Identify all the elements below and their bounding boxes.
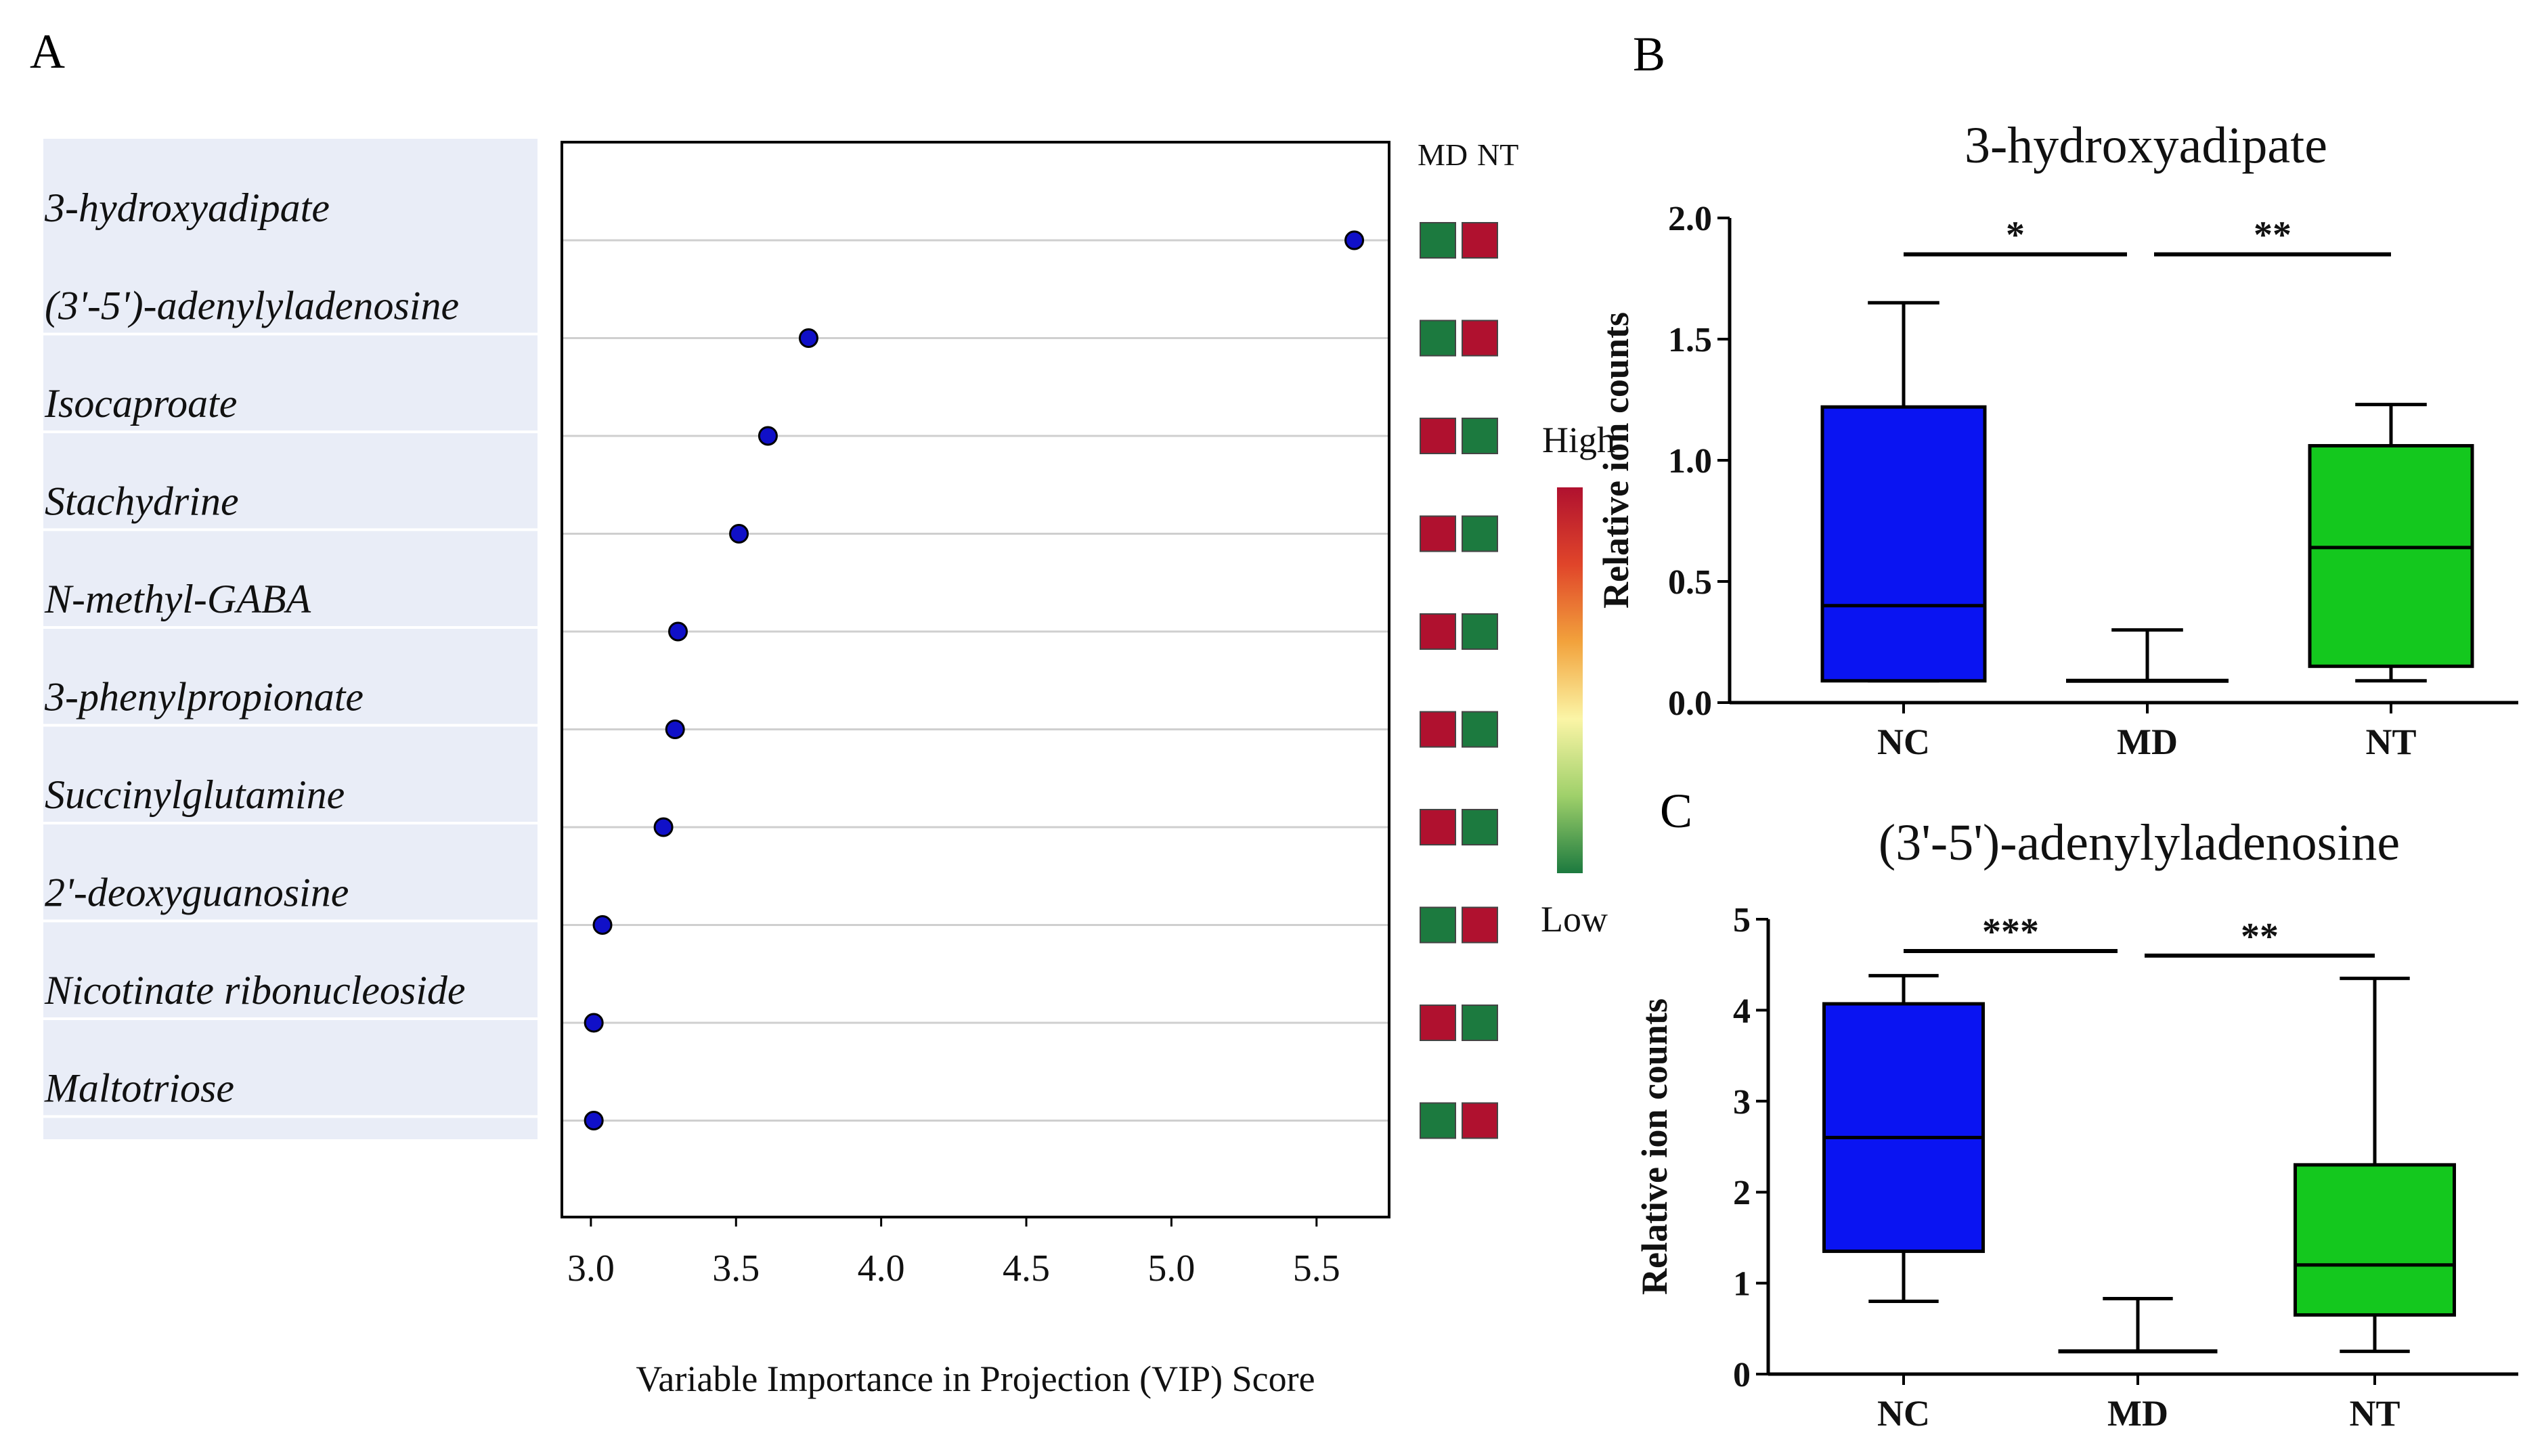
heatmap-cell-md bbox=[1420, 1102, 1456, 1139]
metabolite-label: Succinylglutamine bbox=[45, 772, 345, 817]
y-tick-label: 3 bbox=[1733, 1083, 1751, 1122]
heatmap-cell-md bbox=[1420, 711, 1456, 748]
metabolite-label: 2'-deoxyguanosine bbox=[45, 870, 349, 915]
panel-label-c: C bbox=[1660, 784, 1692, 838]
x-tick-label: 5.5 bbox=[1293, 1248, 1340, 1289]
x-tick-label: 5.0 bbox=[1147, 1248, 1195, 1289]
y-tick-label: 2 bbox=[1733, 1174, 1751, 1212]
metabolite-label: N-methyl-GABA bbox=[44, 577, 311, 621]
significance-label: ** bbox=[2254, 215, 2291, 257]
heatmap-cell-md bbox=[1420, 613, 1456, 650]
y-tick-label: 0.0 bbox=[1668, 684, 1712, 723]
x-tick-label: 3.0 bbox=[567, 1248, 615, 1289]
x-tick-label: NT bbox=[2349, 1393, 2400, 1434]
heatmap-cell-md bbox=[1420, 515, 1456, 552]
vip-point bbox=[758, 426, 778, 446]
heatmap-cell-nt bbox=[1462, 906, 1498, 944]
vip-point bbox=[584, 1013, 604, 1033]
vip-point bbox=[729, 524, 749, 544]
significance-label: * bbox=[2006, 215, 2025, 257]
heatmap-cell-nt bbox=[1462, 222, 1498, 259]
heatmap-cell-md bbox=[1420, 809, 1456, 845]
vip-point bbox=[653, 817, 674, 837]
heatmap-cell-nt bbox=[1462, 319, 1498, 357]
x-tick-label: MD bbox=[2107, 1393, 2168, 1434]
metabolite-label: Nicotinate ribonucleoside bbox=[44, 968, 466, 1013]
metabolite-label: Isocaproate bbox=[44, 381, 237, 426]
box-plot-3-hydroxyadipate: 3-hydroxyadipate 0.0 0.5 1.0 1.5 2.0 Relative … bbox=[1596, 117, 2518, 762]
x-tick-label: NC bbox=[1877, 722, 1930, 762]
heatmap-cell-nt bbox=[1462, 1005, 1498, 1041]
panel-label-b: B bbox=[1633, 27, 1665, 81]
y-tick-label: 4 bbox=[1733, 992, 1751, 1030]
vip-point bbox=[668, 621, 688, 642]
heatmap-color-bar bbox=[1557, 487, 1583, 873]
heatmap-cell-nt bbox=[1462, 711, 1498, 748]
heatmap-cell-nt bbox=[1462, 809, 1498, 845]
y-tick-label: 1 bbox=[1733, 1265, 1751, 1304]
heatmap-cell-md bbox=[1420, 319, 1456, 357]
vip-point bbox=[1344, 230, 1365, 250]
vip-point bbox=[584, 1111, 604, 1130]
heatmap-cell-nt bbox=[1462, 515, 1498, 552]
y-axis-title: Relative ion counts bbox=[1596, 312, 1636, 609]
x-tick-label: 3.5 bbox=[712, 1248, 760, 1289]
metabolite-label: 3-hydroxyadipate bbox=[44, 185, 330, 230]
heatmap-cell-md bbox=[1420, 418, 1456, 454]
box-plot-title: 3-hydroxyadipate bbox=[1965, 117, 2327, 174]
y-tick-label: 1.0 bbox=[1668, 442, 1712, 481]
box-nt bbox=[2294, 1163, 2456, 1317]
label-column-background bbox=[43, 139, 538, 1139]
y-tick-label: 0.5 bbox=[1668, 563, 1712, 602]
heatmap-cell-nt bbox=[1462, 1102, 1498, 1139]
heatmap-cell-md bbox=[1420, 1005, 1456, 1041]
vip-point bbox=[592, 915, 613, 935]
heatmap-column-nt: NT bbox=[1477, 137, 1518, 172]
x-tick-label: NT bbox=[2365, 722, 2416, 762]
significance-label: ** bbox=[2241, 916, 2279, 958]
heatmap-cell-nt bbox=[1462, 418, 1498, 454]
x-tick-label: 4.5 bbox=[1003, 1248, 1050, 1289]
legend-low-label: Low bbox=[1541, 899, 1608, 940]
metabolite-label: Maltotriose bbox=[44, 1066, 234, 1111]
vip-point bbox=[798, 328, 818, 348]
box-nt bbox=[2308, 444, 2474, 668]
heatmap-legend: MD NT High Low bbox=[1418, 137, 1615, 940]
heatmap-cell-md bbox=[1420, 906, 1456, 944]
box-plot-adenylyladenosine: (3'-5')-adenylyladenosine 0 1 2 3 4 5 Relative … bbox=[1634, 814, 2518, 1434]
vip-score-chart: 3-hydroxyadipate (3'-5')-adenylyladenosin… bbox=[43, 139, 1498, 1399]
y-tick-label: 2.0 bbox=[1668, 200, 1712, 238]
vip-point bbox=[665, 720, 685, 739]
x-tick-label: NC bbox=[1877, 1393, 1930, 1434]
panel-label-a: A bbox=[30, 24, 65, 79]
x-tick-label: MD bbox=[2117, 722, 2178, 762]
y-tick-label: 0 bbox=[1733, 1356, 1751, 1394]
box-nc bbox=[1822, 1002, 1985, 1254]
box-nc bbox=[1820, 405, 1987, 683]
box-plot-title: (3'-5')-adenylyladenosine bbox=[1879, 814, 2400, 871]
y-axis-title: Relative ion counts bbox=[1634, 998, 1675, 1295]
y-tick-label: 5 bbox=[1733, 901, 1751, 940]
heatmap-cell-nt bbox=[1462, 613, 1498, 650]
metabolite-label: 3-phenylpropionate bbox=[44, 675, 364, 720]
significance-label: *** bbox=[1982, 911, 2039, 953]
x-tick-label: 4.0 bbox=[858, 1248, 905, 1289]
metabolite-label: (3'-5')-adenylyladenosine bbox=[45, 284, 459, 328]
legend-high-label: High bbox=[1542, 420, 1615, 460]
heatmap-cell-md bbox=[1420, 222, 1456, 259]
x-axis-title: Variable Importance in Projection (VIP) … bbox=[636, 1359, 1315, 1399]
plot-frame bbox=[561, 141, 1390, 1218]
heatmap-column-md: MD bbox=[1418, 137, 1468, 172]
metabolite-label: Stachydrine bbox=[45, 479, 239, 524]
y-tick-label: 1.5 bbox=[1668, 321, 1712, 359]
